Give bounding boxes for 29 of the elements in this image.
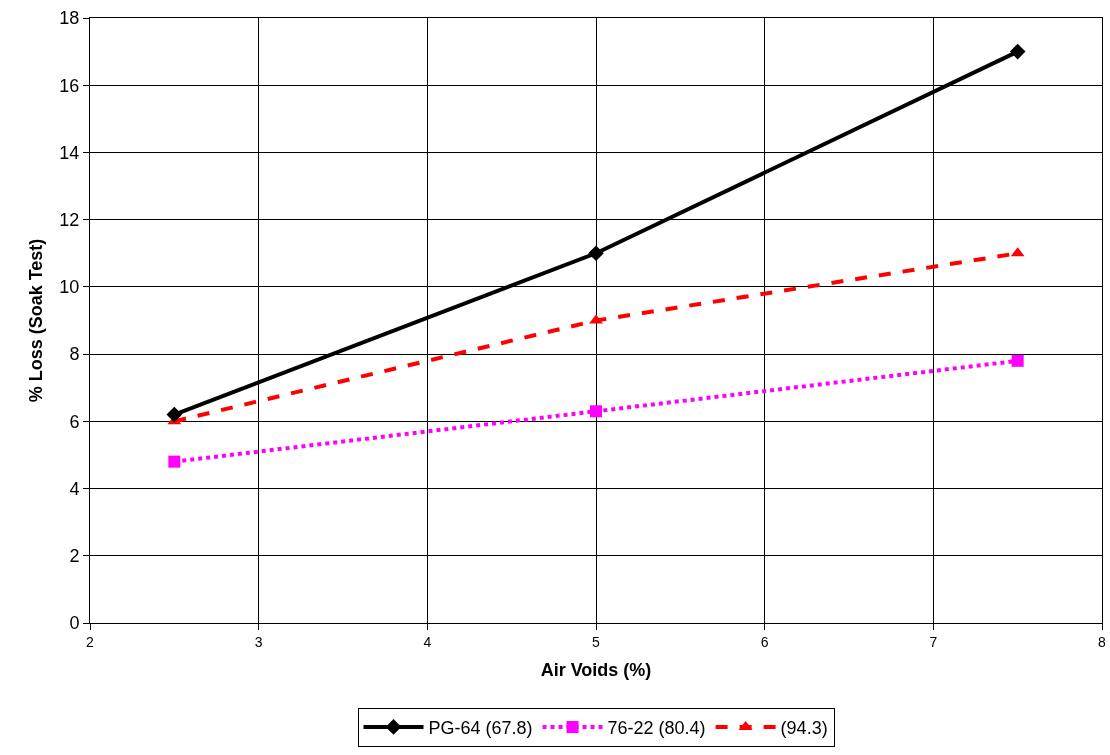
x-tick-label: 4 <box>423 633 432 650</box>
y-tick-label: 8 <box>69 344 80 365</box>
y-tick-label: 14 <box>59 142 80 163</box>
x-tick-label: 3 <box>254 633 263 650</box>
x-tick-label: 7 <box>929 633 938 650</box>
point <box>168 455 181 468</box>
x-tick-label: 2 <box>86 633 95 650</box>
x-tick-label: 6 <box>760 633 769 650</box>
y-tick-label: 16 <box>59 75 80 96</box>
point <box>590 405 602 418</box>
point <box>166 406 183 423</box>
y-tick-label: 18 <box>59 8 80 29</box>
y-tick-label: 2 <box>69 546 80 567</box>
y-axis-title: % Loss (Soak Test) <box>25 238 46 403</box>
y-tick-label: 4 <box>69 478 80 499</box>
y-tick-label: 10 <box>59 277 80 298</box>
point <box>588 245 604 262</box>
x-tick-label: 8 <box>1098 633 1107 650</box>
y-tick-label: 6 <box>69 411 80 432</box>
x-tick-label: 5 <box>592 633 601 650</box>
x-axis-title: Air Voids (%) <box>540 659 652 680</box>
legend-label: PG-64 (67.8) <box>428 717 533 738</box>
point <box>1009 43 1026 60</box>
legend-label: 76-22 (80.4) <box>607 717 706 738</box>
point <box>1011 354 1024 367</box>
legend-label: (94.3) <box>780 717 828 738</box>
point <box>589 314 603 324</box>
y-tick-label: 0 <box>69 613 80 634</box>
y-tick-label: 12 <box>59 209 80 230</box>
